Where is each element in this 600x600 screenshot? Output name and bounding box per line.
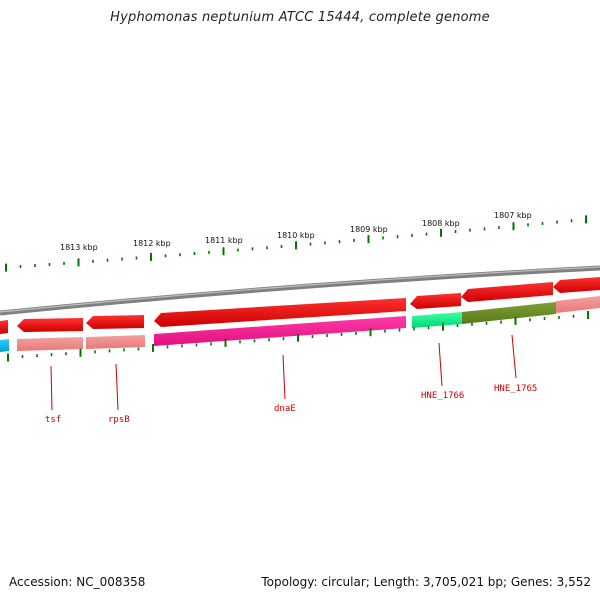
genome-title: Hyphomonas neptunium ATCC 15444, complet… <box>110 10 490 25</box>
gene-forward-5[interactable] <box>461 282 553 302</box>
kbp-label-1809: 1809 kbp <box>350 225 388 234</box>
gene-label-tsf[interactable]: tsf <box>45 415 61 425</box>
gene-forward-2[interactable] <box>86 315 144 329</box>
leader-line-HNE_1765 <box>511 334 517 379</box>
scale-labels: 1813 kbp 1812 kbp 1811 kbp 1810 kbp 1809… <box>60 211 532 252</box>
gene-labels: tsf rpsB dnaE HNE_1766 HNE_1765 <box>45 384 537 425</box>
kbp-label-1812: 1812 kbp <box>133 239 171 248</box>
gene-label-HNE_1766[interactable]: HNE_1766 <box>421 391 464 401</box>
gene-tsf[interactable] <box>17 337 83 351</box>
genome-backbone <box>0 265 600 316</box>
accession-text: Accession: NC_008358 <box>9 575 146 589</box>
genome-stats-text: Topology: circular; Length: 3,705,021 bp… <box>261 575 591 589</box>
gene-label-dnaE[interactable]: dnaE <box>274 404 296 414</box>
reverse-strand-track <box>0 296 600 352</box>
gene-forward-6[interactable] <box>553 277 600 293</box>
gene-forward-3[interactable] <box>154 298 406 327</box>
gene-label-rpsB[interactable]: rpsB <box>108 415 130 425</box>
gene-label-lines <box>50 334 517 411</box>
kbp-label-1807: 1807 kbp <box>494 211 532 220</box>
gene-forward-1[interactable] <box>17 318 83 332</box>
genome-backbone-highlight <box>0 266 600 313</box>
gene-HNE_1766[interactable] <box>412 312 462 328</box>
leader-line-dnaE <box>282 354 286 400</box>
kbp-label-1811: 1811 kbp <box>205 236 243 245</box>
kbp-label-1813: 1813 kbp <box>60 243 98 252</box>
forward-strand-track <box>0 277 600 334</box>
gene-rpsB[interactable] <box>86 335 145 349</box>
leader-line-HNE_1766 <box>438 342 443 387</box>
gene-HNE_1765[interactable] <box>462 302 556 324</box>
leader-line-rpsB <box>115 363 119 411</box>
kbp-label-1810: 1810 kbp <box>277 231 315 240</box>
gene-reverse-right-partial[interactable] <box>556 296 600 313</box>
leader-line-tsf <box>50 365 53 411</box>
gene-forward-4[interactable] <box>410 293 461 309</box>
gene-dnaE[interactable] <box>154 316 406 346</box>
kbp-label-1808: 1808 kbp <box>422 219 460 228</box>
inner-scale-ticks <box>7 310 589 362</box>
gene-forward-left-partial[interactable] <box>0 320 8 334</box>
gene-label-HNE_1765[interactable]: HNE_1765 <box>494 384 537 394</box>
gene-reverse-left-partial-cyan[interactable] <box>0 339 9 352</box>
scale-ticks <box>5 215 587 272</box>
